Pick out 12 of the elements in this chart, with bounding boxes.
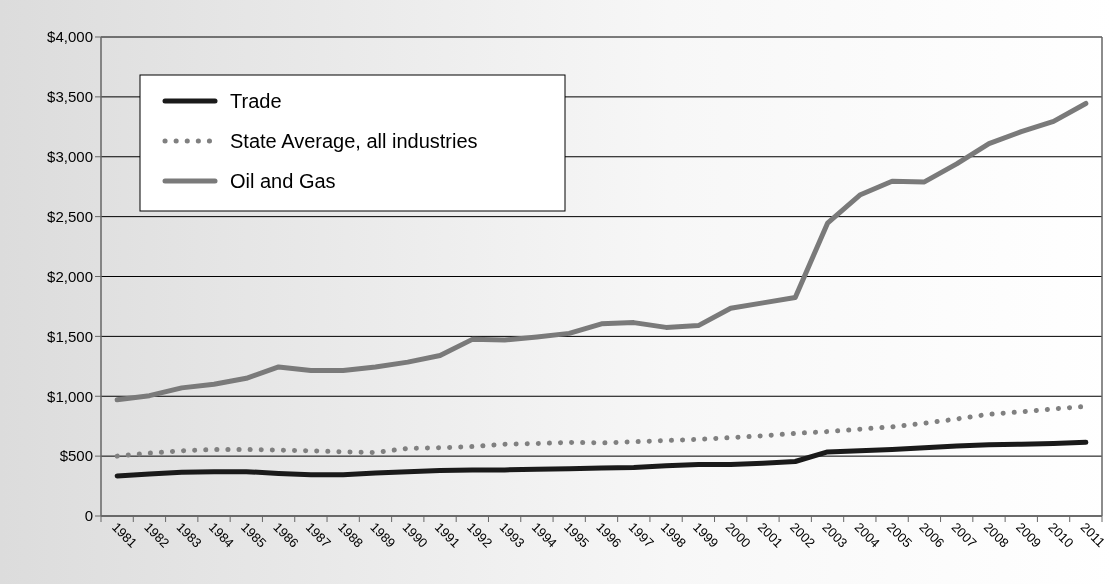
- y-tick-label: $1,500: [47, 327, 93, 345]
- y-tick-label: $3,000: [47, 148, 93, 165]
- y-tick-label: $2,000: [47, 267, 93, 285]
- y-tick-label: 0: [84, 507, 93, 525]
- y-tick-label: $2,500: [47, 207, 93, 225]
- y-tick-label: $4,000: [47, 28, 93, 46]
- legend-label: State Average, all industries: [230, 130, 478, 152]
- legend-label: Trade: [230, 90, 282, 112]
- legend-label: Oil and Gas: [230, 170, 336, 192]
- y-tick-label: $1,000: [47, 387, 93, 405]
- y-tick-label: $500: [59, 447, 93, 465]
- y-tick-label: $3,500: [47, 88, 93, 106]
